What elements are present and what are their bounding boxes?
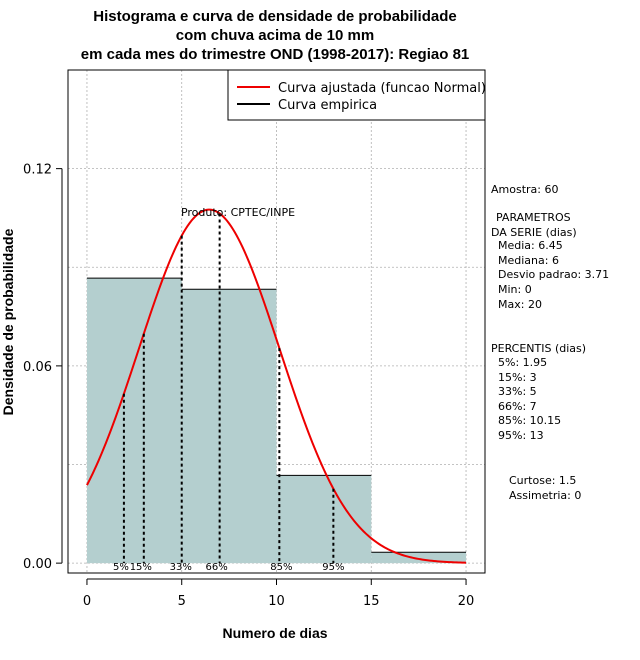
legend: Curva ajustada (funcao Normal) Curva emp… [227,69,486,121]
param-desvio: Desvio padrao: 3.71 [498,268,609,281]
legend-box [227,69,486,121]
percentil-85: 85%: 10.15 [498,414,561,427]
assimetria: Assimetria: 0 [509,489,581,502]
percentile-lines: 5% 15% 33% 66% 85% 95% [113,213,344,573]
param-min: Min: 0 [498,283,532,296]
percentil-15: 15%: 3 [498,371,537,384]
curtose: Curtose: 1.5 [509,474,576,487]
histogram-bar-4 [371,552,467,564]
histogram-bar-2 [181,289,277,564]
legend-label-empirical: Curva empirica [278,98,377,113]
percentile-label-95: 95% [322,562,344,573]
percentil-66: 66%: 7 [498,400,537,413]
y-axis: 0.00 0.06 0.12 [23,163,63,572]
x-axis: 0 5 10 15 20 [83,578,475,609]
y-tick-label: 0.06 [23,360,52,375]
percentile-label-85: 85% [270,562,292,573]
percentil-5: 5%: 1.95 [498,356,547,369]
chart-title-line-1: Histograma e curva de densidade de proba… [93,8,456,25]
histogram-bar-3 [276,475,372,564]
percentile-label-15: 15% [130,562,152,573]
percentile-label-66: 66% [206,562,228,573]
chart-title-line-3: em cada mes do trimestre OND (1998-2017)… [81,46,470,63]
param-media: Media: 6.45 [498,239,563,252]
normal-curve-line [86,208,467,564]
normal-curve [86,208,467,564]
product-annotation: Produto: CPTEC/INPE [181,206,295,219]
legend-label-normal: Curva ajustada (funcao Normal) [278,81,486,96]
histogram-bar-1 [86,278,182,564]
percentile-label-33: 33% [170,562,192,573]
y-axis-label: Densidade de probabilidade [0,228,16,415]
params-header-1: PARAMETROS [496,211,571,224]
x-tick-label: 0 [83,594,91,609]
sample-size: Amostra: 60 [491,183,558,196]
x-axis-label: Numero de dias [222,625,327,641]
x-tick-label: 10 [268,594,285,609]
y-tick-label: 0.12 [23,163,52,178]
chart-title-line-2: com chuva acima de 10 mm [176,27,374,44]
x-tick-label: 15 [363,594,380,609]
param-max: Max: 20 [498,298,542,311]
param-mediana: Mediana: 6 [498,254,559,267]
percentile-label-5: 5% [113,562,129,573]
percentil-33: 33%: 5 [498,385,537,398]
percentil-95: 95%: 13 [498,429,544,442]
x-tick-label: 20 [458,594,475,609]
x-tick-label: 5 [178,594,186,609]
params-header-2: DA SERIE (dias) [491,226,577,239]
percentis-header: PERCENTIS (dias) [491,342,586,355]
histogram-bars [86,277,467,564]
y-tick-label: 0.00 [23,557,52,572]
stats-panel: Amostra: 60 PARAMETROS DA SERIE (dias) M… [491,183,609,502]
